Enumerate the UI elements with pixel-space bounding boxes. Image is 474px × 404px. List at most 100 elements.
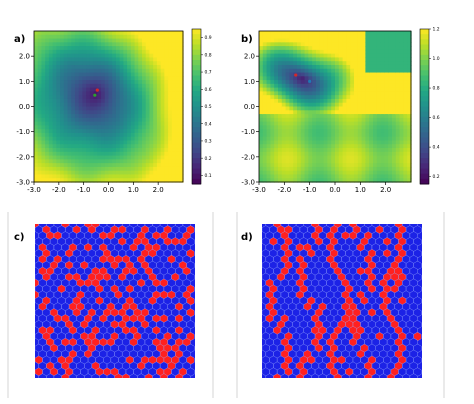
heat-cell	[108, 178, 113, 183]
heat-cell	[395, 95, 401, 100]
heat-cell	[354, 80, 359, 85]
heat-cell	[156, 114, 162, 119]
heat-cell	[123, 106, 128, 111]
heat-cell	[82, 31, 87, 36]
heat-cell	[60, 68, 65, 74]
heat-cell	[123, 98, 128, 104]
heat-cell	[388, 64, 393, 70]
x-tick-label: 1.0	[355, 186, 366, 194]
heat-cell	[274, 64, 279, 70]
heat-cell	[297, 57, 302, 62]
heat-cell	[373, 72, 378, 77]
heat-cell	[376, 170, 382, 176]
heat-cell	[285, 159, 290, 164]
heat-cell	[145, 98, 151, 104]
heat-cell	[82, 106, 87, 111]
heat-cell	[266, 42, 271, 47]
heat-cell	[304, 38, 309, 43]
heat-cell	[285, 83, 290, 89]
heat-cell	[108, 114, 113, 119]
heat-cell	[164, 61, 169, 66]
heat-cell	[71, 95, 76, 100]
heat-cell	[41, 53, 46, 59]
heat-cell	[56, 151, 61, 157]
heat-cell	[319, 136, 325, 142]
heat-cell	[127, 163, 132, 168]
heat-cell	[60, 170, 65, 176]
heat-cell	[350, 87, 355, 92]
heatmap-panel-b: -3.0 -2.0 -1.0 0.0 1.0 2.0-3.0-2.0-1.00.01.02…	[241, 27, 439, 194]
heat-cell	[259, 166, 264, 172]
heat-cell	[407, 140, 412, 145]
heat-cell	[312, 98, 317, 104]
heat-cell	[319, 110, 325, 115]
heat-cell	[82, 114, 87, 119]
heat-cell	[354, 129, 359, 134]
heat-cell	[289, 57, 294, 62]
heat-cell	[278, 121, 283, 126]
heat-cell	[361, 136, 366, 142]
heat-cell	[130, 76, 136, 81]
heat-cell	[48, 121, 54, 126]
heat-cell	[274, 155, 279, 160]
heat-cell	[357, 34, 363, 40]
heat-cell	[365, 57, 370, 62]
heat-cell	[119, 46, 124, 51]
heat-cell	[108, 151, 113, 157]
heat-cell	[130, 68, 136, 74]
heat-cell	[262, 95, 268, 100]
heat-cell	[168, 170, 173, 176]
heat-cell	[112, 57, 117, 62]
heat-cell	[316, 98, 321, 104]
heat-cell	[123, 72, 128, 77]
heat-cell	[41, 170, 46, 176]
heat-cell	[354, 38, 359, 43]
heat-cell	[119, 148, 124, 153]
heat-cell	[168, 125, 173, 130]
heat-cell	[319, 87, 325, 92]
heat-cell	[407, 132, 412, 138]
heat-cell	[41, 83, 46, 89]
heat-cell	[156, 68, 162, 74]
heat-cell	[74, 155, 80, 160]
heat-cell	[388, 110, 393, 115]
heat-cell	[48, 64, 54, 70]
heat-cell	[93, 34, 98, 40]
heat-cell	[285, 132, 290, 138]
heat-cell	[45, 76, 50, 81]
heat-cell	[346, 129, 351, 134]
heat-cell	[37, 34, 43, 40]
heat-cell	[350, 151, 355, 157]
heat-cell	[342, 57, 347, 62]
heat-cell	[342, 83, 347, 89]
heat-cell	[45, 91, 50, 96]
heat-cell	[115, 31, 121, 36]
heat-cell	[281, 102, 287, 108]
heat-cell	[399, 140, 404, 145]
colorbar-segment	[192, 163, 201, 169]
heat-cell	[149, 49, 154, 55]
heat-cell	[127, 136, 132, 142]
heat-cell	[101, 129, 106, 134]
heat-cell	[101, 87, 106, 92]
heat-cell	[164, 110, 169, 115]
heat-cell	[335, 76, 340, 81]
heat-cell	[388, 166, 393, 172]
heat-cell	[168, 106, 173, 111]
heat-cell	[74, 95, 80, 100]
heat-cell	[346, 42, 351, 47]
heat-cell	[399, 76, 404, 81]
heat-cell	[369, 121, 374, 126]
heat-cell	[354, 91, 359, 96]
heat-cell	[407, 163, 412, 168]
heat-cell	[403, 64, 408, 70]
heat-cell	[327, 136, 332, 142]
heat-cell	[127, 57, 132, 62]
heat-cell	[156, 53, 162, 59]
heat-cell	[97, 178, 102, 183]
heat-cell	[89, 57, 95, 62]
heat-cell	[175, 102, 180, 108]
heat-cell	[45, 68, 50, 74]
heat-cell	[365, 166, 370, 172]
heat-cell	[115, 148, 121, 153]
